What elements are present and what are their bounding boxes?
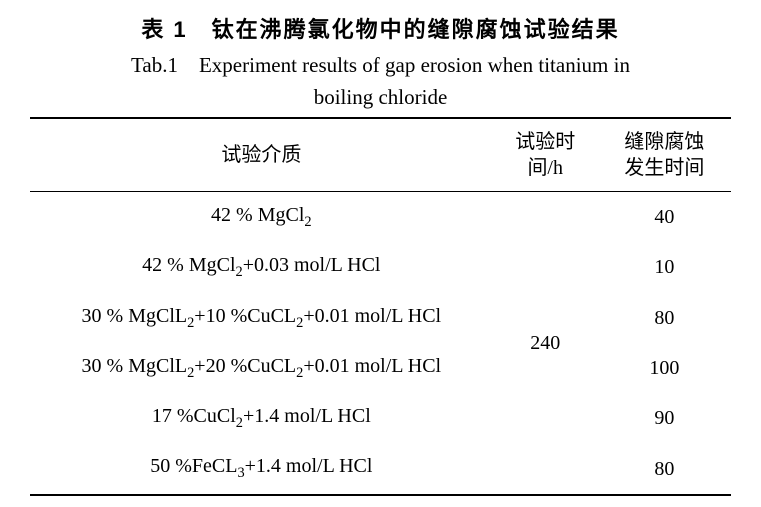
cell-gap-time: 80	[598, 293, 731, 343]
cell-gap-time: 10	[598, 242, 731, 292]
cell-medium: 30 % MgClL2+10 %CuCL2+0.01 mol/L HCl	[30, 293, 493, 343]
header-medium: 试验介质	[30, 118, 493, 192]
data-table: 试验介质 试验时 间/h 缝隙腐蚀 发生时间 42 % MgCl22404042…	[30, 117, 731, 496]
table-title-zh: 表 1 钛在沸腾氯化物中的缝隙腐蚀试验结果	[30, 12, 731, 44]
header-gap: 缝隙腐蚀 发生时间	[598, 118, 731, 192]
table-title-en: Tab.1 Experiment results of gap erosion …	[30, 50, 731, 113]
table-header-row: 试验介质 试验时 间/h 缝隙腐蚀 发生时间	[30, 118, 731, 192]
header-gap-line2: 发生时间	[624, 157, 704, 179]
table-row: 30 % MgClL2+10 %CuCL2+0.01 mol/L HCl 80	[30, 293, 731, 343]
table-row: 42 % MgCl2+0.03 mol/L HCl 10	[30, 242, 731, 292]
cell-gap-time: 80	[598, 443, 731, 494]
table-body: 42 % MgCl22404042 % MgCl2+0.03 mol/L HCl…	[30, 192, 731, 495]
cell-time: 240	[493, 192, 598, 495]
cell-medium: 30 % MgClL2+20 %CuCL2+0.01 mol/L HCl	[30, 343, 493, 393]
cell-gap-time: 100	[598, 343, 731, 393]
table-row: 30 % MgClL2+20 %CuCL2+0.01 mol/L HCl 100	[30, 343, 731, 393]
cell-gap-time: 40	[598, 192, 731, 243]
title-en-line1: Tab.1 Experiment results of gap erosion …	[131, 53, 630, 77]
table-row: 42 % MgCl224040	[30, 192, 731, 243]
cell-medium: 42 % MgCl2	[30, 192, 493, 243]
cell-medium: 42 % MgCl2+0.03 mol/L HCl	[30, 242, 493, 292]
header-time-line2: 间/h	[527, 157, 563, 179]
table-row: 17 %CuCl2+1.4 mol/L HCl 90	[30, 393, 731, 443]
table-row: 50 %FeCL3+1.4 mol/L HCl 80	[30, 443, 731, 494]
title-en-line2: boiling chloride	[314, 85, 448, 109]
header-gap-line1: 缝隙腐蚀	[624, 131, 704, 153]
cell-gap-time: 90	[598, 393, 731, 443]
header-time-line1: 试验时	[515, 131, 575, 153]
cell-medium: 17 %CuCl2+1.4 mol/L HCl	[30, 393, 493, 443]
header-time: 试验时 间/h	[493, 118, 598, 192]
cell-medium: 50 %FeCL3+1.4 mol/L HCl	[30, 443, 493, 494]
